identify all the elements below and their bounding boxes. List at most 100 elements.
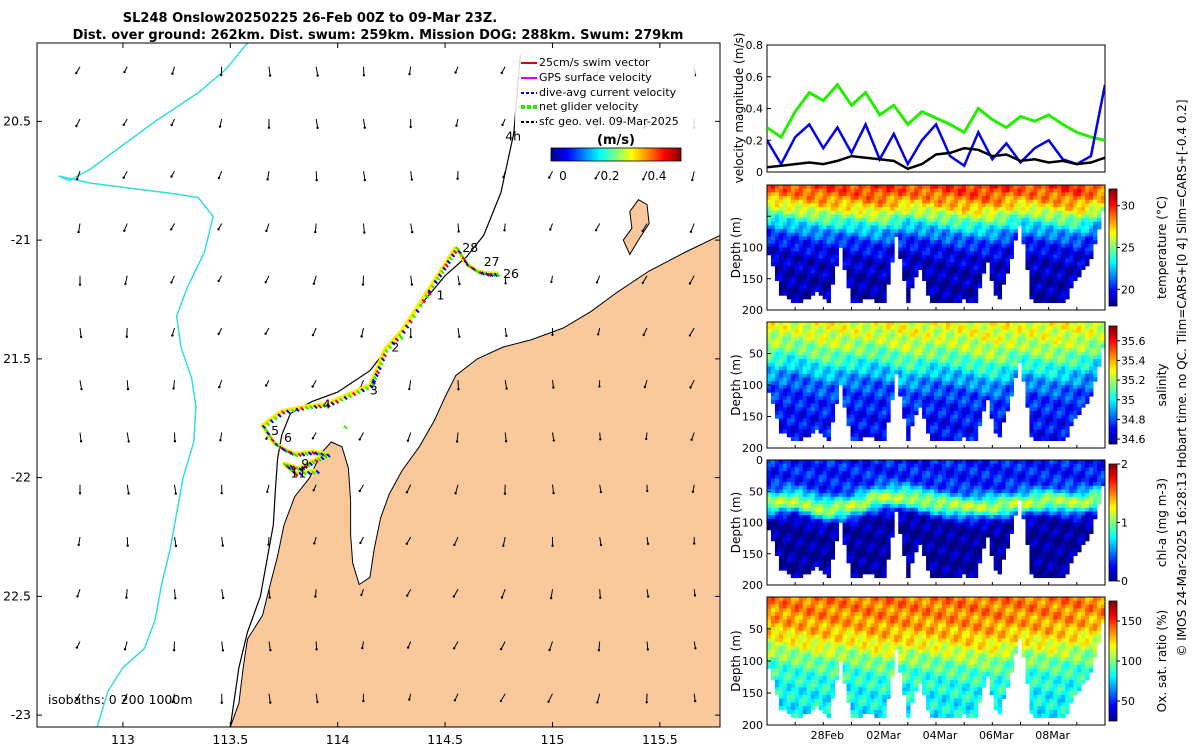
temperature-section-cell: [1085, 236, 1090, 241]
salinity-section-cell: [1025, 373, 1030, 378]
salinity-section-cell: [1041, 333, 1046, 338]
salinity-section-cell: [810, 329, 816, 334]
temperature-section-cell: [1025, 229, 1030, 234]
salinity-section-cell: [993, 385, 999, 390]
salinity-section-cell: [1045, 422, 1050, 427]
salinity-section-cell: [782, 396, 788, 401]
temperature-section-cell: [1081, 229, 1086, 234]
salinity-section-cell: [850, 399, 855, 404]
temperature-section-cell: [802, 232, 808, 237]
temperature-section-cell: [906, 210, 911, 215]
salinity-section-cell: [1005, 333, 1010, 338]
salinity-section-cell: [945, 381, 951, 386]
temperature-section-cell: [993, 196, 999, 201]
salinity-section-cell: [937, 377, 943, 382]
salinity-section-cell: [945, 355, 951, 360]
geo-arrow: [312, 379, 317, 387]
salinity-section-cell: [858, 329, 863, 334]
salinity-section-cell: [886, 366, 891, 371]
salinity-section-cell: [969, 429, 975, 434]
salinity-section-cell: [1057, 344, 1062, 349]
temperature-section-cell: [981, 236, 987, 241]
salinity-section-cell: [902, 373, 907, 378]
salinity-section-cell: [866, 433, 871, 438]
temperature-section-cell: [767, 236, 772, 241]
map-ytick-label: -22: [11, 470, 31, 485]
salinity-section-cell: [977, 373, 983, 378]
temperature-section-cell: [886, 251, 891, 256]
salinity-section-cell: [926, 366, 931, 371]
salinity-section-cell: [957, 336, 963, 341]
day-label: 2: [391, 340, 399, 355]
salinity-section-cell: [794, 414, 800, 419]
temperature-section-cell: [945, 258, 951, 263]
salinity-section-cell: [910, 392, 915, 397]
salinity-section-cell: [870, 377, 875, 382]
geo-arrow: [690, 379, 695, 388]
salinity-section-cell: [802, 403, 808, 408]
temperature-section-cell: [993, 232, 999, 237]
temperature-section-cell: [953, 265, 959, 270]
temperature-section-cell: [1069, 240, 1074, 245]
salinity-section-cell: [802, 425, 808, 430]
salinity-section-cell: [838, 381, 843, 386]
temperature-section-cell: [957, 265, 963, 270]
temperature-section-cell: [802, 276, 808, 281]
temperature-section-cell: [918, 196, 923, 201]
temperature-section-cell: [886, 221, 891, 226]
salinity-section-cell: [802, 396, 808, 401]
temperature-section-cell: [826, 265, 832, 270]
salinity-section-cell: [918, 340, 923, 345]
velocity-ylabel: velocity magnitude (m/s): [732, 33, 746, 184]
temperature-section-cell: [810, 210, 816, 215]
salinity-section-cell: [1053, 403, 1058, 408]
geo-arrow-head: [219, 439, 222, 442]
temperature-section-cell: [814, 247, 820, 252]
salinity-section-cell: [937, 418, 943, 423]
temperature-section-cell: [874, 203, 879, 208]
salinity-section-cell: [957, 403, 963, 408]
temperature-section-cell: [922, 243, 927, 248]
glider-track-vectors: [261, 246, 501, 477]
temperature-section-cell: [1045, 287, 1050, 293]
temperature-section-cell: [965, 280, 971, 285]
temperature-section-cell: [918, 218, 923, 223]
temperature-section-cell: [930, 284, 935, 289]
temperature-section-cell: [1025, 214, 1030, 219]
temperature-section-cell: [794, 214, 800, 219]
temperature-section-cell: [806, 265, 812, 270]
salinity-section-cell: [850, 422, 855, 427]
salinity-section-cell: [1029, 418, 1034, 423]
temperature-section-cell: [937, 188, 943, 193]
geo-arrow: [410, 171, 413, 180]
salinity-section-cell: [854, 410, 859, 416]
temperature-section-cell: [842, 188, 847, 193]
geo-arrow-head: [458, 282, 461, 286]
salinity-section-cell: [922, 325, 927, 330]
temperature-section-cell: [953, 280, 959, 285]
temperature-section-cell: [965, 265, 971, 270]
salinity-section-cell: [890, 325, 895, 330]
temperature-section-cell: [866, 229, 871, 234]
salinity-section-cell: [953, 403, 959, 408]
salinity-section-cell: [1053, 359, 1058, 364]
temperature-section-cell: [846, 276, 851, 281]
temperature-section-cell: [930, 192, 935, 197]
salinity-section-cell: [902, 359, 907, 364]
geo-arrow-head: [457, 230, 460, 233]
temperature-section-cell: [882, 196, 887, 201]
temperature-section-cell: [798, 273, 804, 278]
temperature-section-cell: [1033, 196, 1038, 201]
temperature-section-cell: [882, 284, 887, 289]
temperature-section-cell: [997, 269, 1003, 274]
salinity-section-cell: [778, 340, 784, 345]
geo-arrow-head: [406, 439, 410, 442]
geo-arrow: [126, 536, 129, 546]
salinity-section-cell: [910, 359, 915, 364]
salinity-section-cell: [1041, 388, 1046, 393]
salinity-section-cell: [770, 399, 776, 404]
temperature-section-cell: [957, 291, 963, 296]
salinity-section-cell: [1021, 355, 1026, 360]
temperature-section-cell: [874, 185, 879, 190]
geo-arrow-head: [359, 541, 362, 545]
